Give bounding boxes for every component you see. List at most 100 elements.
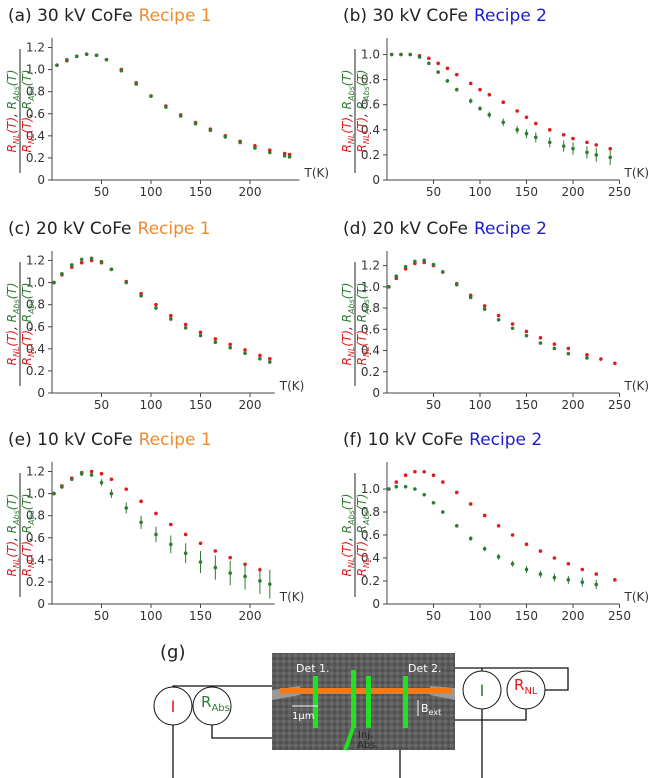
x-tick-label: 50 <box>426 609 441 623</box>
data-point <box>268 582 272 586</box>
data-point <box>395 480 399 484</box>
y-label-sub: NL <box>27 134 36 144</box>
data-point <box>404 265 408 269</box>
data-point <box>497 314 501 318</box>
data-point <box>139 500 143 504</box>
y-label-arg: (T) <box>5 70 19 87</box>
data-point <box>243 351 247 355</box>
data-point <box>164 105 168 109</box>
data-point <box>90 473 94 477</box>
data-point <box>525 115 529 119</box>
data-point <box>184 326 188 330</box>
det2-label: Det 2. <box>408 662 442 675</box>
y-label-symbol: R <box>355 568 369 576</box>
y-label-part: RNL(T), RAbs(T) <box>340 70 356 153</box>
contact <box>366 676 371 728</box>
data-point <box>199 330 203 334</box>
scale-label: 1μm <box>292 711 314 722</box>
y-label-sub: NL <box>362 347 371 357</box>
data-point <box>52 492 56 496</box>
y-label-sep: , <box>340 533 354 541</box>
x-axis-label: T(K) <box>279 590 305 604</box>
chart-panel: (a) 30 kV CoFeRecipe 100.20.40.60.81.01.… <box>5 6 329 199</box>
data-point <box>258 354 262 358</box>
y-label-part: RNL(T), RAbs(T) <box>20 70 36 153</box>
data-point <box>608 156 612 160</box>
data-point <box>70 477 74 481</box>
y-label-arg: (T) <box>5 494 19 511</box>
data-point <box>134 82 138 86</box>
data-point <box>567 578 571 582</box>
data-point <box>55 63 59 67</box>
data-point <box>483 547 487 551</box>
data-point <box>60 272 64 276</box>
data-point <box>228 571 232 575</box>
y-label-symbol: R <box>20 144 34 152</box>
data-point <box>387 487 391 491</box>
y-label-part: RNL(T), RAbs(T) <box>355 494 371 577</box>
data-point <box>534 122 538 126</box>
y-label-sep: , <box>20 109 34 117</box>
y-label-symbol: R <box>355 314 369 322</box>
title-text: (a) 30 kV CoFe <box>8 6 133 26</box>
data-point <box>469 296 473 300</box>
y-label-arg: (T) <box>355 70 369 87</box>
data-point <box>404 473 408 477</box>
data-point <box>179 114 183 118</box>
y-label-sep: , <box>355 533 369 541</box>
data-point <box>413 260 417 264</box>
chart-panel: (e) 10 kV CoFeRecipe 100.20.40.60.81.01.… <box>5 430 304 623</box>
y-label-symbol: R <box>355 144 369 152</box>
contact <box>351 670 356 728</box>
y-label-part: RNL(T), RAbs(T) <box>20 494 36 577</box>
data-point <box>571 147 575 151</box>
x-tick-label: 150 <box>515 185 538 199</box>
x-tick-label: 250 <box>608 185 631 199</box>
data-point <box>258 579 262 583</box>
y-label-sep: , <box>340 322 354 330</box>
y-label-symbol: R <box>340 568 354 576</box>
data-point <box>395 274 399 278</box>
data-point <box>613 578 617 582</box>
x-axis-label: T(K) <box>624 166 650 180</box>
page: {"chart_data": [ {"type": "line", "title… <box>0 0 668 778</box>
y-label-arg: (T) <box>5 330 19 347</box>
y-label-sub: Abs <box>27 510 36 526</box>
data-point <box>571 137 575 141</box>
data-point <box>387 285 391 289</box>
data-point <box>441 510 445 514</box>
data-point <box>184 323 188 327</box>
data-point <box>553 342 557 346</box>
data-point <box>562 144 566 148</box>
data-point <box>52 281 56 285</box>
y-label-arg: (T) <box>355 283 369 300</box>
y-label-arg: (T) <box>20 541 34 558</box>
y-tick-label: 1.2 <box>361 259 380 273</box>
chart-title: (c) 20 kV CoFeRecipe 1 <box>8 219 211 239</box>
data-point <box>567 352 571 356</box>
y-label-part: RNL(T), RAbs(T) <box>340 283 356 366</box>
data-point <box>539 572 543 576</box>
y-label-symbol: R <box>340 357 354 365</box>
y-label-part: RNL(T), RAbs(T) <box>355 70 371 153</box>
chart-title: (d) 20 kV CoFeRecipe 2 <box>343 219 547 239</box>
title-text: (e) 10 kV CoFe <box>8 430 133 450</box>
x-axis-label: T(K) <box>304 166 330 180</box>
field-symbol: B <box>421 702 429 715</box>
data-point <box>120 69 124 73</box>
x-axis-label: T(K) <box>279 379 305 393</box>
y-tick-label: 0 <box>372 386 380 400</box>
title-text: (b) 30 kV CoFe <box>343 6 468 26</box>
y-label-symbol: R <box>5 568 19 576</box>
data-point <box>483 514 487 518</box>
data-point <box>413 470 417 474</box>
y-label-arg: (T) <box>340 541 354 558</box>
y-label-sub: Abs <box>362 299 371 315</box>
data-point <box>209 129 213 133</box>
y-label-sub: NL <box>362 558 371 568</box>
y-label-symbol: R <box>5 314 19 322</box>
y-tick-label: 0 <box>372 597 380 611</box>
x-axis-label: T(K) <box>624 379 650 393</box>
y-label-part: RNL(T), RAbs(T) <box>5 494 21 577</box>
r-sub: Abs <box>211 703 229 714</box>
